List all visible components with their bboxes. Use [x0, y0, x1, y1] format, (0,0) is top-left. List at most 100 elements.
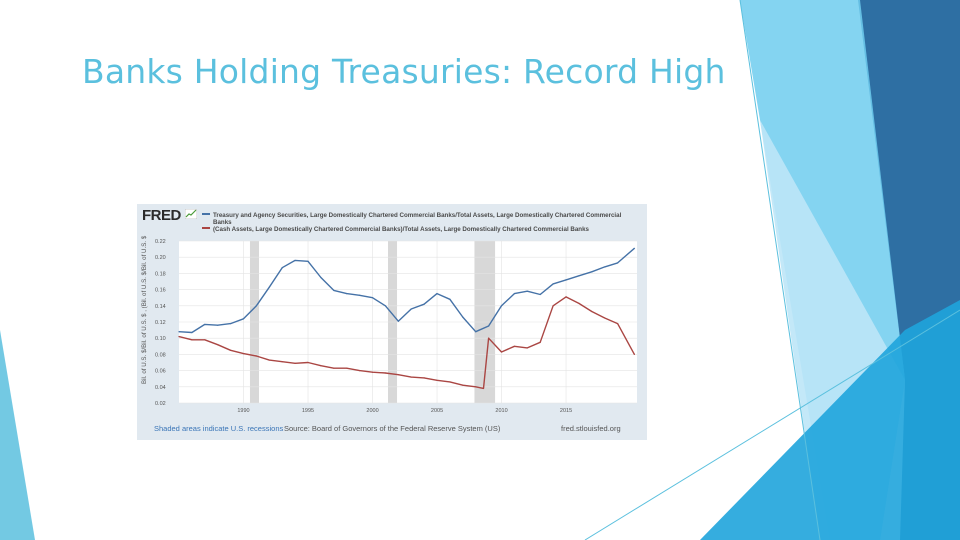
series-0-point-19 — [423, 303, 425, 305]
series-1-point-21 — [449, 381, 451, 383]
series-1-point-0 — [178, 335, 180, 338]
series-0-point-27 — [526, 290, 528, 292]
series-0-point-8 — [281, 267, 283, 269]
series-0-point-25 — [500, 305, 503, 307]
series-1-point-30 — [552, 305, 554, 307]
y-tick-label-1: 0.04 — [155, 385, 166, 391]
legend-swatch-blue — [202, 213, 210, 216]
series-1-point-11 — [320, 365, 322, 367]
series-1-point-27 — [513, 345, 516, 347]
recession-note[interactable]: Shaded areas indicate U.S. recessions — [154, 424, 284, 433]
series-1-point-36 — [633, 353, 636, 355]
series-0-point-24 — [488, 325, 490, 327]
series-0-point-31 — [578, 275, 580, 277]
series-1-point-5 — [242, 352, 245, 355]
y-tick-label-9: 0.20 — [155, 255, 166, 261]
series-1-point-26 — [500, 351, 503, 353]
series-1-point-18 — [410, 376, 412, 378]
series-1-point-35 — [617, 323, 619, 325]
legend-entry-treasuries: Treasury and Agency Securities, Large Do… — [202, 212, 641, 226]
series-1-point-24 — [482, 387, 485, 390]
series-1-point-6 — [255, 355, 258, 357]
series-1-point-23 — [475, 386, 477, 388]
series-1-point-4 — [230, 349, 232, 351]
series-0-point-5 — [242, 318, 245, 320]
x-tick-label-3: 2005 — [431, 408, 443, 414]
deco-shape-right-bright — [700, 300, 960, 540]
y-tick-label-8: 0.18 — [155, 271, 166, 277]
series-0-point-4 — [230, 323, 232, 325]
series-1-point-1 — [191, 339, 193, 341]
fred-site-link[interactable]: fred.stlouisfed.org — [561, 424, 621, 433]
series-0-point-13 — [346, 293, 348, 295]
series-1-point-2 — [204, 339, 206, 341]
series-1-point-10 — [307, 361, 309, 364]
y-tick-label-5: 0.12 — [155, 320, 166, 326]
y-tick-label-7: 0.16 — [155, 288, 166, 294]
chart-plot: 0.02 0.04 0.06 0.08 0.10 0.12 0.14 0.16 0.18 0.20… — [155, 239, 637, 414]
series-0-point-23 — [475, 331, 477, 333]
series-line-0 — [178, 247, 635, 334]
series-0-point-14 — [359, 294, 361, 296]
deco-line-1 — [739, 0, 821, 540]
y-tick-label-2: 0.06 — [155, 369, 166, 375]
series-0-point-0 — [178, 331, 180, 333]
series-1-point-17 — [397, 374, 399, 376]
series-0-point-2 — [204, 323, 206, 326]
series-1-point-22 — [462, 384, 464, 386]
source-note: Source: Board of Governors of the Federa… — [284, 424, 501, 433]
fred-chart: FRED Treasury and Agency Securities, Lar… — [137, 204, 647, 440]
series-1-point-16 — [384, 372, 387, 374]
series-0-point-3 — [217, 324, 219, 326]
series-0-point-20 — [436, 293, 438, 295]
series-1-point-13 — [346, 367, 348, 369]
fred-logo-icon — [185, 209, 197, 219]
series-0-point-12 — [333, 289, 335, 292]
series-1-point-14 — [359, 370, 361, 372]
series-0-point-35 — [633, 247, 636, 249]
series-0-point-21 — [449, 298, 451, 300]
series-0-point-1 — [191, 331, 193, 334]
series-1-point-3 — [217, 344, 219, 346]
deco-shape-bottom-left — [0, 330, 35, 540]
x-tick-label-0: 1990 — [237, 408, 249, 414]
legend-swatch-red — [202, 227, 210, 230]
series-1-point-25 — [488, 337, 490, 339]
series-0-point-15 — [371, 297, 374, 299]
series-0-point-29 — [552, 283, 554, 285]
series-0-point-17 — [397, 320, 399, 322]
series-1-point-28 — [526, 347, 528, 349]
series-1-point-8 — [281, 361, 283, 363]
x-tick-label-2: 2000 — [366, 408, 378, 414]
deco-line-2 — [584, 309, 960, 540]
y-tick-label-0: 0.02 — [155, 401, 166, 407]
series-0-point-26 — [513, 293, 516, 295]
series-1-point-32 — [578, 302, 580, 304]
legend-entry-cash: (Cash Assets, Large Domestically Charter… — [202, 226, 589, 233]
series-1-point-7 — [268, 359, 270, 361]
x-tick-label-4: 2010 — [495, 408, 507, 414]
series-1-point-34 — [604, 317, 606, 319]
series-1-point-9 — [294, 362, 296, 364]
y-tick-label-3: 0.08 — [155, 352, 166, 358]
series-0-point-16 — [384, 305, 387, 307]
series-0-point-7 — [268, 286, 270, 288]
y-tick-label-4: 0.10 — [155, 336, 166, 342]
series-1-point-20 — [436, 379, 438, 381]
legend-label-treasuries: Treasury and Agency Securities, Large Do… — [213, 212, 622, 226]
series-1-point-31 — [565, 296, 567, 298]
series-0-point-33 — [604, 266, 606, 268]
series-0-point-10 — [307, 260, 309, 262]
x-tick-label-1: 1995 — [302, 408, 314, 414]
series-1-point-15 — [371, 371, 374, 373]
legend-label-cash: (Cash Assets, Large Domestically Charter… — [213, 226, 589, 233]
series-0-point-32 — [591, 271, 593, 273]
fred-logo: FRED — [142, 207, 181, 224]
series-0-point-9 — [294, 259, 296, 262]
series-0-point-11 — [320, 276, 322, 279]
series-0-point-34 — [617, 262, 619, 264]
series-0-point-6 — [255, 305, 258, 307]
series-0-point-18 — [410, 308, 412, 310]
series-0-point-30 — [565, 279, 567, 281]
